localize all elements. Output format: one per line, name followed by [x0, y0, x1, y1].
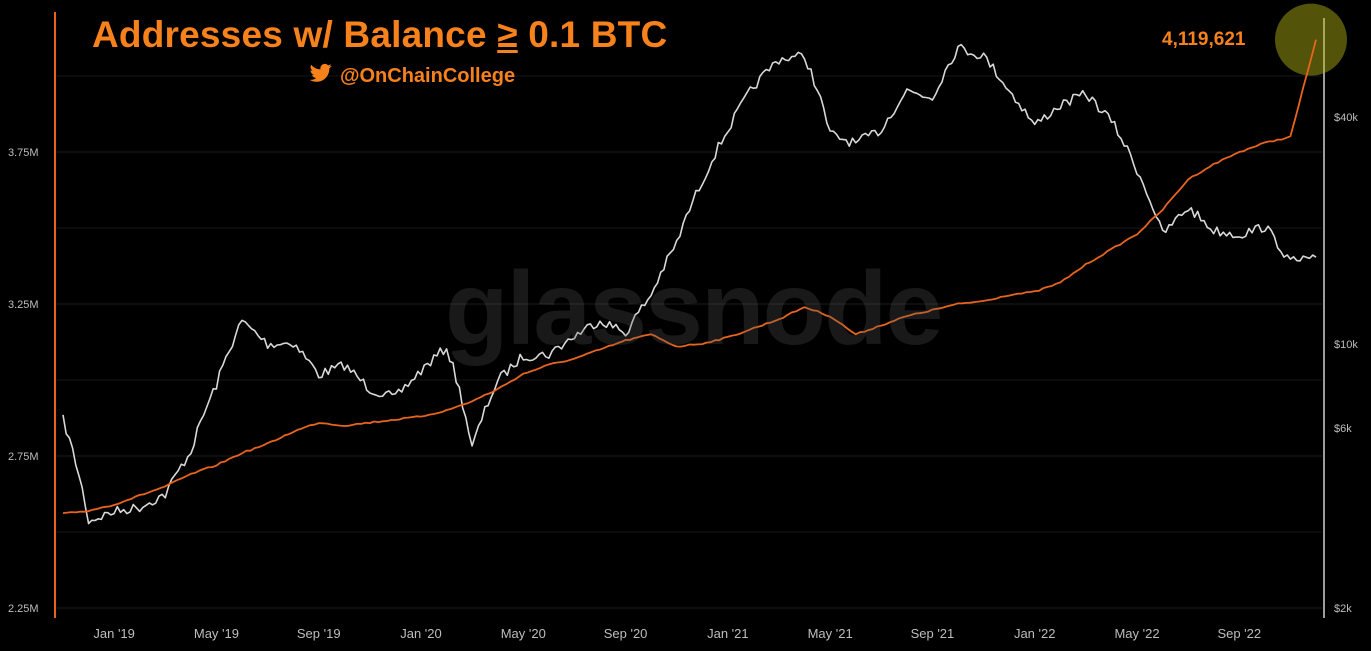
left-tick-label: 3.75M — [8, 147, 39, 159]
x-tick-label: Sep '22 — [1217, 626, 1261, 641]
x-tick-label: Sep '21 — [911, 626, 955, 641]
x-tick-label: May '20 — [501, 626, 546, 641]
last-value-label: 4,119,621 — [1162, 29, 1246, 50]
twitter-handle: @OnChainCollege — [309, 63, 516, 89]
highlight-circle — [1275, 3, 1347, 76]
title-suffix: 0.1 BTC — [517, 14, 668, 55]
right-tick-label: $10k — [1334, 339, 1358, 351]
price-series-line — [62, 43, 1317, 525]
x-tick-label: Jan '22 — [1014, 626, 1056, 641]
title-prefix: Addresses w/ Balance — [92, 14, 498, 55]
right-tick-label: $6k — [1334, 423, 1352, 435]
x-tick-label: May '19 — [194, 626, 239, 641]
watermark: glassnode — [445, 251, 943, 367]
x-tick-label: Sep '20 — [604, 626, 648, 641]
x-tick-label: May '21 — [808, 626, 853, 641]
twitter-handle-text: @OnChainCollege — [340, 64, 516, 87]
x-tick-label: Jan '19 — [93, 626, 135, 641]
right-tick-label: $2k — [1334, 603, 1352, 615]
left-tick-label: 2.25M — [8, 603, 39, 615]
title-symbol: ≥ — [497, 14, 518, 55]
right-tick-label: $40k — [1334, 112, 1358, 124]
x-tick-label: Sep '19 — [297, 626, 341, 641]
twitter-bird-icon — [309, 63, 332, 89]
left-tick-label: 2.75M — [8, 451, 39, 463]
x-tick-label: Jan '20 — [400, 626, 442, 641]
x-tick-label: Jan '21 — [707, 626, 749, 641]
left-tick-label: 3.25M — [8, 299, 39, 311]
chart-title: Addresses w/ Balance ≥ 0.1 BTC — [92, 14, 667, 56]
x-tick-label: May '22 — [1114, 626, 1159, 641]
addresses-series-line — [62, 39, 1317, 514]
